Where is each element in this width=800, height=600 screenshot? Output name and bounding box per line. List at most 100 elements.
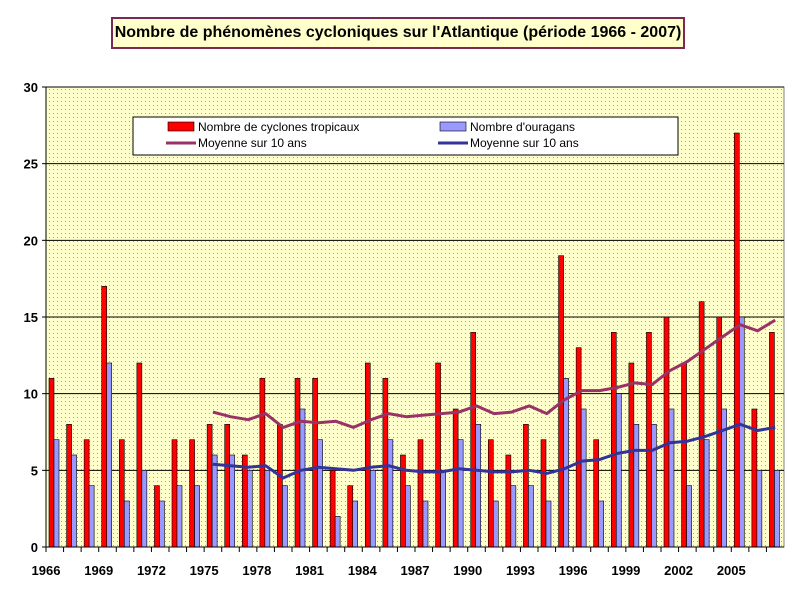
- x-tick-label: 1969: [84, 563, 113, 578]
- cyclone-bar: [294, 378, 301, 548]
- cyclone-bar: [523, 424, 529, 548]
- hurricane-bar: [159, 500, 165, 548]
- x-tick-label: 1984: [348, 563, 378, 578]
- cyclone-bar: [206, 424, 213, 548]
- y-tick-label: 30: [24, 80, 38, 95]
- hurricane-bar: [194, 485, 200, 548]
- hurricane-bar: [422, 500, 429, 548]
- hurricane-bar: [492, 500, 499, 548]
- hurricane-bar: [123, 500, 130, 548]
- hurricane-bar: [598, 500, 605, 548]
- cyclone-bar: [540, 439, 547, 548]
- x-tick-label: 2005: [717, 563, 746, 578]
- cyclone-bar: [593, 439, 600, 548]
- hurricane-bar: [510, 485, 517, 548]
- hurricane-bar: [475, 424, 482, 548]
- x-tick-label: 1981: [295, 563, 324, 578]
- cyclone-bar: [610, 332, 617, 548]
- hurricane-bar: [334, 516, 341, 548]
- hurricane-bar: [317, 439, 323, 548]
- hurricane-bar: [53, 439, 60, 548]
- hurricane-bar: [545, 500, 552, 548]
- x-tick-label: 1978: [242, 563, 271, 578]
- x-tick-label: 1999: [611, 563, 640, 578]
- x-tick-label: 1993: [506, 563, 535, 578]
- cyclone-bar: [487, 439, 494, 548]
- cyclone-bar: [189, 439, 195, 548]
- hurricane-bar: [580, 408, 587, 548]
- cyclone-bar: [663, 316, 670, 548]
- cyclone-bar: [382, 378, 389, 548]
- hurricane-bar: [563, 378, 569, 548]
- y-tick-label: 10: [24, 387, 38, 402]
- hurricane-bar: [299, 408, 306, 548]
- legend-label: Moyenne sur 10 ans: [470, 136, 579, 150]
- cyclone-bar: [259, 378, 266, 548]
- hurricane-bar: [774, 470, 780, 548]
- legend-label: Nombre de cyclones tropicaux: [198, 120, 359, 134]
- x-tick-label: 1972: [137, 563, 166, 578]
- cyclone-bar: [118, 439, 125, 548]
- cyclone-bar: [101, 286, 108, 548]
- hurricane-bar: [141, 470, 148, 548]
- legend-label: Nombre d'ouragans: [470, 120, 575, 134]
- cyclone-bar: [646, 332, 652, 548]
- hurricane-bar: [633, 424, 640, 548]
- chart-title: Nombre de phénomènes cycloniques sur l'A…: [111, 17, 685, 49]
- hurricane-bar: [387, 439, 394, 548]
- cyclone-bar: [277, 424, 283, 548]
- legend-label: Moyenne sur 10 ans: [198, 136, 307, 150]
- cyclone-bar: [48, 378, 55, 548]
- hurricane-bar: [756, 470, 763, 548]
- cyclone-bar: [154, 485, 160, 548]
- y-tick-label: 25: [24, 157, 38, 172]
- hurricane-bar: [264, 470, 271, 548]
- cyclone-bar: [452, 408, 459, 548]
- legend-swatch: [439, 121, 467, 132]
- x-tick-label: 1975: [190, 563, 219, 578]
- y-tick-label: 20: [24, 233, 38, 248]
- cyclone-bar: [364, 362, 371, 548]
- cyclone-bar: [347, 485, 354, 548]
- hurricane-bar: [668, 408, 675, 548]
- y-tick-label: 15: [24, 310, 38, 325]
- hurricane-bar: [738, 316, 745, 548]
- hurricane-average-line: [212, 422, 776, 480]
- cyclone-bar: [136, 362, 143, 548]
- hurricane-bar: [246, 470, 253, 548]
- cyclone-bar: [628, 362, 635, 548]
- hurricane-bar: [352, 500, 359, 548]
- hurricane-bar: [229, 454, 236, 548]
- hurricane-bar: [703, 439, 710, 548]
- hurricane-bar: [176, 485, 183, 548]
- hurricane-bar: [282, 485, 288, 548]
- hurricane-bar: [211, 454, 218, 548]
- cyclone-bar: [769, 332, 775, 548]
- cyclone-bar: [435, 362, 441, 548]
- hurricane-bar: [369, 470, 376, 548]
- hurricane-bar: [88, 485, 95, 548]
- cyclone-average-line: [212, 318, 776, 429]
- cyclone-bar: [733, 132, 740, 548]
- cyclone-bar: [575, 347, 582, 548]
- hurricane-bar: [71, 454, 77, 548]
- cyclone-bar: [66, 424, 72, 548]
- hurricane-bar: [615, 393, 622, 548]
- cyclone-bar: [417, 439, 424, 548]
- cyclone-bar: [312, 378, 318, 548]
- cyclone-bar: [505, 454, 512, 548]
- cyclone-bar: [83, 439, 90, 548]
- hurricane-bar: [686, 485, 692, 548]
- x-tick-label: 1987: [401, 563, 430, 578]
- x-tick-label: 2002: [664, 563, 693, 578]
- x-tick-label: 1966: [32, 563, 61, 578]
- y-tick-label: 0: [31, 540, 38, 555]
- cyclone-bar: [329, 470, 336, 548]
- x-tick-label: 1996: [559, 563, 588, 578]
- hurricane-bar: [528, 485, 534, 548]
- cyclone-bar: [171, 439, 178, 548]
- x-tick-label: 1990: [453, 563, 482, 578]
- hurricane-bar: [405, 485, 411, 548]
- cyclone-bar: [470, 332, 477, 548]
